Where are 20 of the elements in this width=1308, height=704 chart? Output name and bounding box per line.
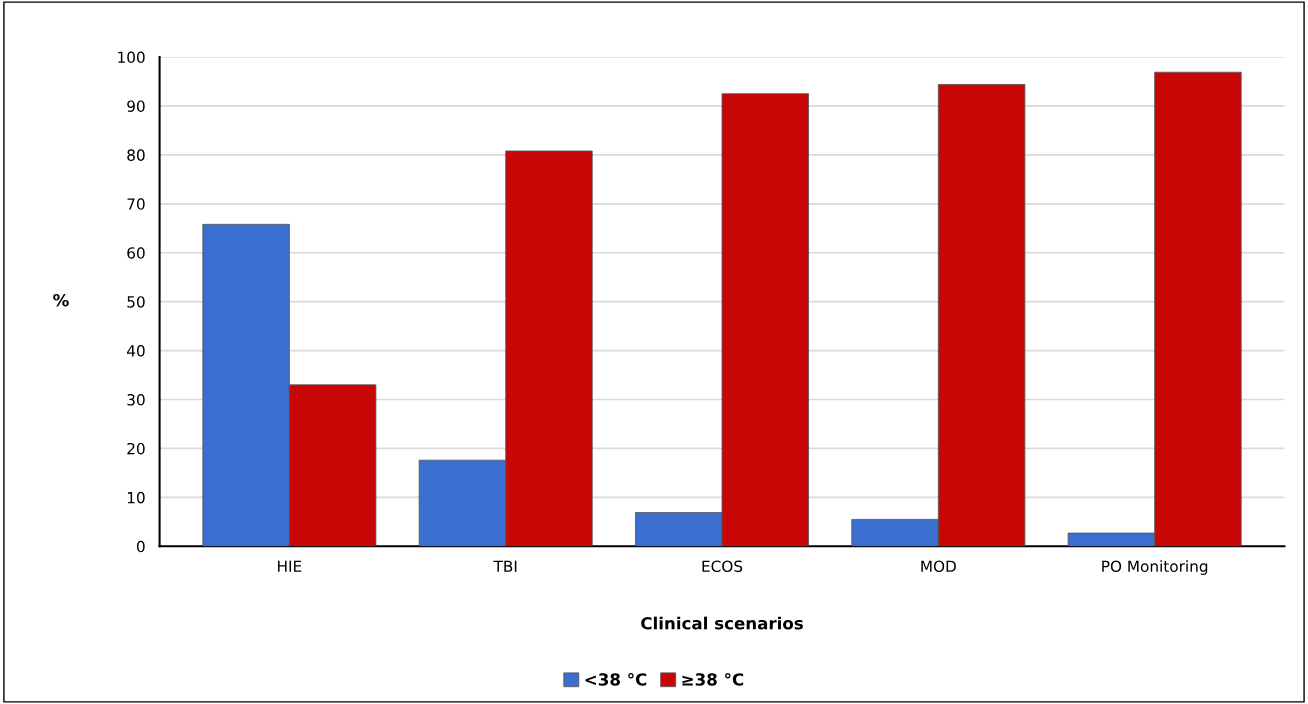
x-axis-title: Clinical scenarios: [641, 616, 803, 630]
y-axis-title: %: [53, 293, 69, 307]
y-tick-label: 40: [126, 345, 145, 357]
y-tick-label: 10: [127, 491, 145, 504]
legend-label: <38 °C: [585, 673, 647, 686]
x-tick-label: PO Monitoring: [1102, 560, 1208, 575]
y-tick-label: 20: [127, 442, 145, 455]
x-tick-label: ECOS: [702, 560, 743, 573]
y-tick-label: 100: [118, 51, 145, 64]
y-tick-label: 80: [127, 149, 145, 161]
x-tick-label: HIE: [278, 560, 302, 572]
y-tick-label: 0: [136, 540, 145, 553]
y-tick-label: 30: [127, 393, 145, 406]
y-tick-label: 50: [127, 296, 145, 308]
legend-label: ≥38 °C: [682, 673, 744, 686]
y-tick-label: 60: [127, 247, 145, 259]
x-tick-label: MOD: [921, 560, 956, 573]
y-tick-label: 70: [127, 198, 145, 210]
y-tick-label: 90: [127, 100, 145, 112]
x-tick-label: TBI: [493, 560, 517, 572]
